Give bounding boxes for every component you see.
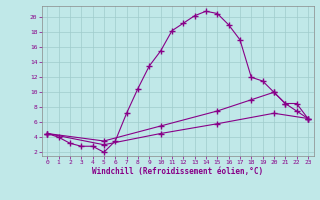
X-axis label: Windchill (Refroidissement éolien,°C): Windchill (Refroidissement éolien,°C): [92, 167, 263, 176]
